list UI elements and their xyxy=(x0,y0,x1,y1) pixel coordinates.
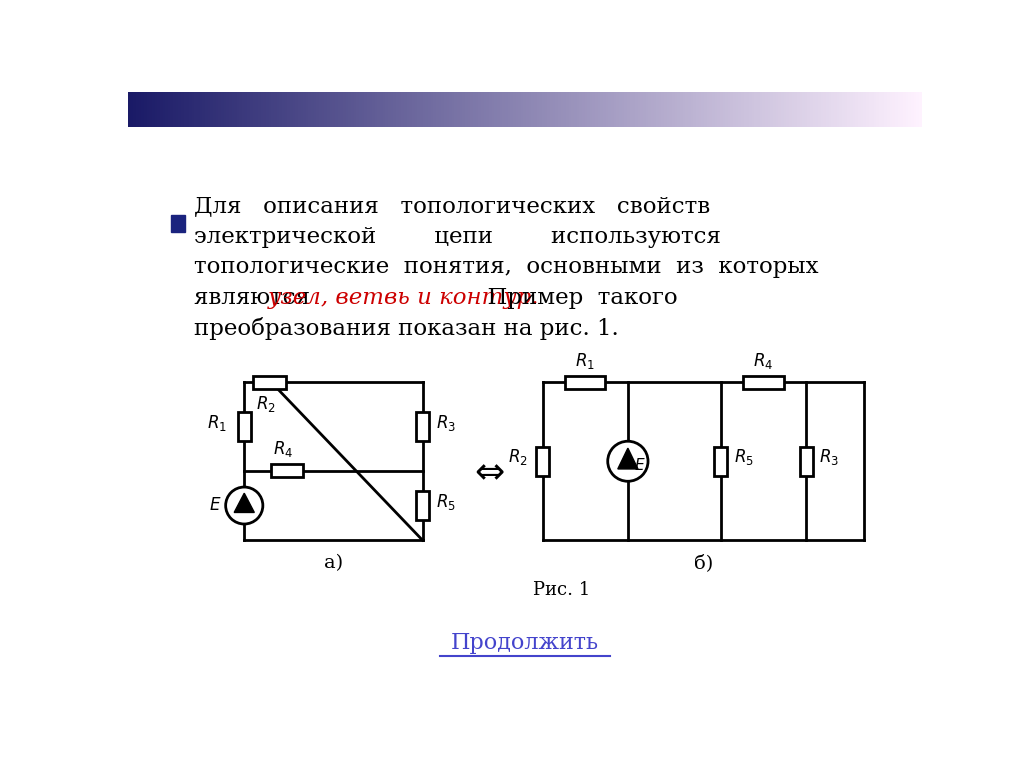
Text: $R_1$: $R_1$ xyxy=(207,413,227,433)
Text: электрической        цепи        используются: электрической цепи используются xyxy=(194,225,721,248)
Polygon shape xyxy=(617,448,638,469)
Text: Рис. 1: Рис. 1 xyxy=(534,581,591,599)
Bar xyxy=(416,412,429,441)
Text: б): б) xyxy=(694,555,713,572)
Text: $\Leftrightarrow$: $\Leftrightarrow$ xyxy=(467,454,505,488)
Text: Для   описания   топологических   свойств: Для описания топологических свойств xyxy=(194,195,710,217)
Text: $R_5$: $R_5$ xyxy=(436,492,456,512)
Text: преобразования показан на рис. 1.: преобразования показан на рис. 1. xyxy=(194,317,618,340)
Text: $R_3$: $R_3$ xyxy=(819,447,840,467)
Bar xyxy=(743,376,783,389)
Polygon shape xyxy=(234,493,254,512)
Circle shape xyxy=(225,487,263,524)
Bar xyxy=(715,446,727,476)
Text: узел, ветвь и контур.: узел, ветвь и контур. xyxy=(267,287,539,309)
Bar xyxy=(238,412,251,441)
Text: $R_4$: $R_4$ xyxy=(272,439,293,459)
Text: Пример  такого: Пример такого xyxy=(473,287,678,309)
Text: $E$: $E$ xyxy=(634,457,646,473)
Text: $R_1$: $R_1$ xyxy=(575,351,595,370)
Circle shape xyxy=(607,441,648,481)
Text: $R_3$: $R_3$ xyxy=(436,413,456,433)
Bar xyxy=(565,376,605,389)
Text: $R_2$: $R_2$ xyxy=(256,394,275,414)
Text: $R_4$: $R_4$ xyxy=(754,351,773,370)
Text: $R_2$: $R_2$ xyxy=(508,447,527,467)
Text: $E$: $E$ xyxy=(209,497,221,514)
Bar xyxy=(171,216,184,232)
Text: топологические  понятия,  основными  из  которых: топологические понятия, основными из кот… xyxy=(194,256,818,278)
Bar xyxy=(416,491,429,520)
Bar xyxy=(253,376,286,389)
Text: Продолжить: Продолжить xyxy=(451,631,599,653)
Text: $R_5$: $R_5$ xyxy=(734,447,754,467)
Bar xyxy=(536,446,549,476)
Bar xyxy=(270,464,303,477)
Bar xyxy=(800,446,813,476)
Text: являются: являются xyxy=(194,287,317,309)
Text: а): а) xyxy=(324,555,343,572)
